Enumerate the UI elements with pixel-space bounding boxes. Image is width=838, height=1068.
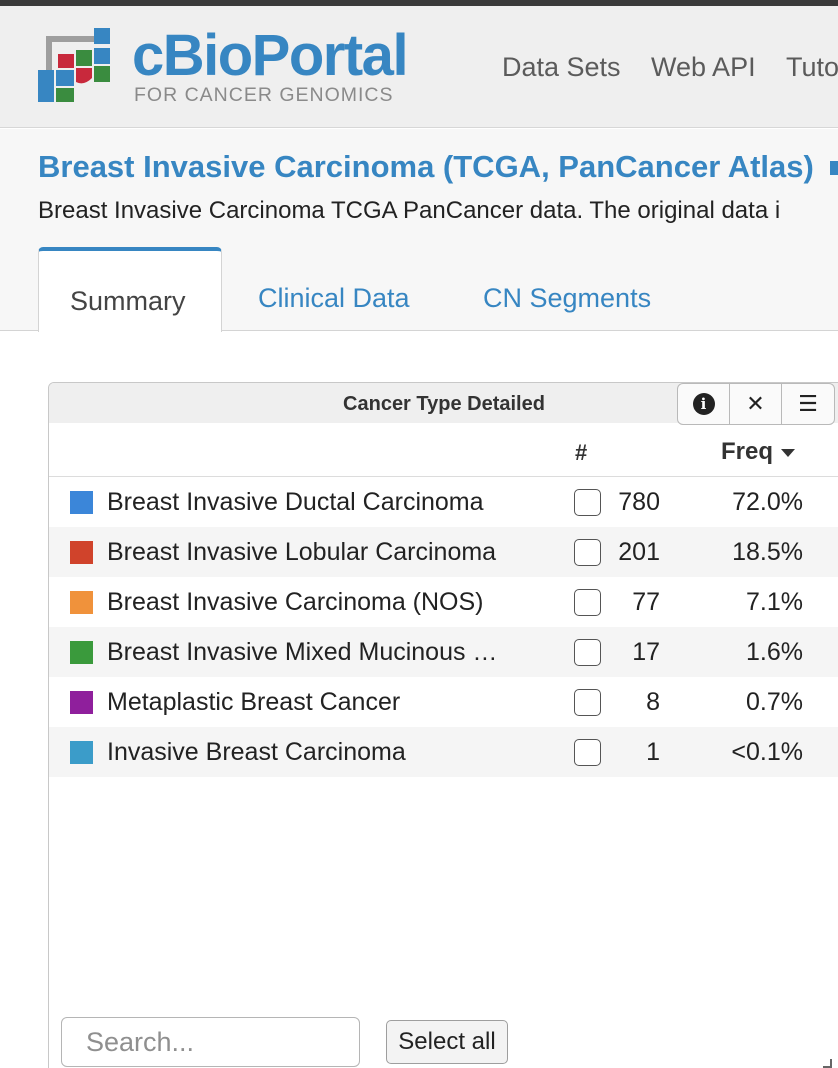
color-swatch (70, 641, 93, 664)
cancer-type-table: Breast Invasive Ductal Carcinoma 780 72.… (49, 477, 838, 777)
nav-data-sets[interactable]: Data Sets (502, 52, 621, 82)
nav-web-api[interactable]: Web API (651, 52, 756, 82)
row-count: 77 (632, 588, 660, 616)
color-swatch (70, 591, 93, 614)
row-checkbox[interactable] (574, 639, 601, 666)
nav-tutorials[interactable]: Tuto (786, 52, 838, 82)
chart-controls: i ✕ ☰ (677, 383, 835, 425)
table-row[interactable]: Metaplastic Breast Cancer 8 0.7% (49, 677, 838, 727)
info-button[interactable]: i (678, 384, 730, 424)
close-button[interactable]: ✕ (730, 384, 782, 424)
color-swatch (70, 491, 93, 514)
table-header: # Freq (49, 423, 838, 477)
row-count: 8 (646, 688, 660, 716)
row-freq: 18.5% (732, 538, 803, 566)
row-checkbox[interactable] (574, 489, 601, 516)
column-count[interactable]: # (575, 440, 588, 465)
chart-title: Cancer Type Detailed (343, 393, 545, 415)
info-icon: i (692, 393, 715, 415)
menu-icon: ☰ (798, 391, 818, 416)
row-freq: 0.7% (746, 688, 803, 716)
column-freq[interactable]: Freq (721, 438, 796, 466)
row-freq: 72.0% (732, 488, 803, 516)
logo-subtitle: FOR CANCER GENOMICS (134, 84, 394, 106)
study-header: Breast Invasive Carcinoma (TCGA, PanCanc… (0, 129, 838, 333)
sort-desc-icon (781, 448, 796, 457)
row-label[interactable]: Breast Invasive Lobular Carcinoma (107, 538, 497, 566)
nav-links: Data Sets Web API Tuto (502, 52, 838, 83)
cbioportal-logo[interactable]: cBioPortal FOR CANCER GENOMICS (36, 23, 409, 110)
summary-content: Cancer Type Detailed i ✕ ☰ # Freq (0, 332, 838, 1068)
logo-title: cBioPortal (132, 23, 409, 88)
window-top-border (0, 0, 838, 6)
row-checkbox[interactable] (574, 689, 601, 716)
chart-header: Cancer Type Detailed i ✕ ☰ (49, 383, 838, 425)
menu-button[interactable]: ☰ (782, 384, 834, 424)
top-navbar: cBioPortal FOR CANCER GENOMICS Data Sets… (0, 6, 838, 128)
select-all-button[interactable]: Select all (386, 1020, 508, 1064)
row-checkbox[interactable] (574, 739, 601, 766)
row-checkbox[interactable] (574, 589, 601, 616)
row-label[interactable]: Breast Invasive Carcinoma (NOS) (107, 588, 484, 616)
table-row[interactable]: Breast Invasive Lobular Carcinoma 201 18… (49, 527, 838, 577)
row-label[interactable]: Invasive Breast Carcinoma (107, 738, 406, 766)
table-row[interactable]: Breast Invasive Ductal Carcinoma 780 72.… (49, 477, 838, 527)
resize-handle-icon[interactable] (819, 1055, 833, 1068)
row-label[interactable]: Breast Invasive Mixed Mucinous … (107, 638, 498, 666)
table-row[interactable]: Breast Invasive Mixed Mucinous … 17 1.6% (49, 627, 838, 677)
cancer-type-detailed-chart: Cancer Type Detailed i ✕ ☰ # Freq (48, 382, 838, 1068)
tab-clinical-data[interactable]: Clinical Data (258, 283, 410, 313)
study-description: Breast Invasive Carcinoma TCGA PanCancer… (38, 197, 781, 224)
row-count: 1 (646, 738, 660, 766)
study-title[interactable]: Breast Invasive Carcinoma (TCGA, PanCanc… (38, 149, 814, 184)
row-freq: 7.1% (746, 588, 803, 616)
row-label[interactable]: Metaplastic Breast Cancer (107, 688, 401, 716)
row-label[interactable]: Breast Invasive Ductal Carcinoma (107, 488, 484, 516)
table-row[interactable]: Breast Invasive Carcinoma (NOS) 77 7.1% (49, 577, 838, 627)
tab-cn-segments[interactable]: CN Segments (483, 283, 652, 313)
row-checkbox[interactable] (574, 539, 601, 566)
tab-summary[interactable]: Summary (38, 247, 222, 333)
row-count: 780 (618, 488, 660, 516)
download-icon[interactable] (830, 161, 838, 175)
study-tabs: Summary Clinical Data CN Segments (0, 247, 838, 333)
color-swatch (70, 741, 93, 764)
row-count: 201 (618, 538, 660, 566)
color-swatch (70, 541, 93, 564)
color-swatch (70, 691, 93, 714)
row-count: 17 (632, 638, 660, 666)
row-freq: 1.6% (746, 638, 803, 666)
row-freq: <0.1% (731, 738, 803, 766)
cbioportal-logo-icon (38, 28, 110, 102)
table-row[interactable]: Invasive Breast Carcinoma 1 <0.1% (49, 727, 838, 777)
search-input[interactable] (61, 1017, 360, 1067)
close-icon: ✕ (746, 391, 765, 416)
column-freq-label: Freq (721, 438, 774, 465)
